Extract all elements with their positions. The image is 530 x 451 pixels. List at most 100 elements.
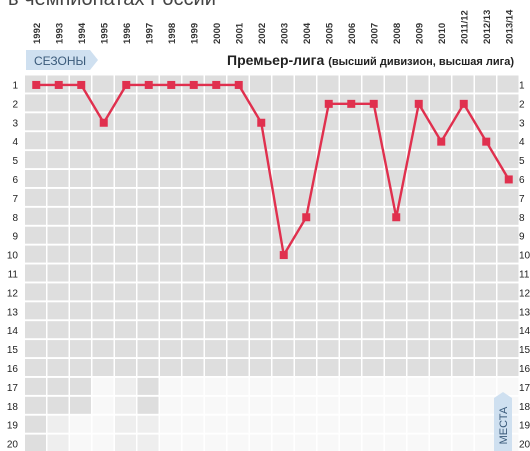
grid-cell — [362, 151, 384, 169]
grid-cell — [227, 94, 249, 112]
y-tick-label-right: 10 — [519, 251, 530, 262]
grid-cell — [70, 188, 91, 206]
grid-cell — [227, 132, 249, 150]
grid-cell — [205, 132, 226, 150]
grid-cell — [362, 415, 384, 433]
grid-cell — [272, 302, 294, 320]
grid-cell — [497, 359, 519, 376]
grid-cell — [452, 170, 474, 187]
y-tick-label-left: 7 — [12, 194, 18, 205]
grid-cell — [272, 226, 294, 244]
grid-cell — [250, 75, 271, 93]
data-point — [504, 175, 513, 184]
grid-cell — [430, 396, 451, 414]
grid-cell — [272, 321, 294, 339]
grid-cell — [182, 170, 204, 187]
grid-cell — [362, 226, 384, 244]
grid-cell — [182, 283, 204, 301]
y-tick-label-left: 14 — [7, 326, 19, 337]
grid-cell — [295, 188, 316, 206]
grid-cell — [205, 359, 226, 376]
grid-cell — [272, 340, 294, 358]
y-tick-label-right: 6 — [519, 175, 525, 186]
grid-cell — [452, 151, 474, 169]
grid-cell — [475, 75, 496, 93]
data-point — [302, 213, 311, 222]
grid-cell — [317, 170, 339, 187]
grid-cell — [362, 188, 384, 206]
x-tick-label: 1995 — [99, 22, 110, 44]
grid-cell — [137, 113, 159, 131]
grid-cell — [47, 188, 69, 206]
grid-cell — [70, 321, 91, 339]
grid-cell — [182, 321, 204, 339]
grid-cell — [497, 283, 519, 301]
grid-cell — [317, 75, 339, 93]
grid-cell — [497, 340, 519, 358]
grid-cell — [407, 302, 429, 320]
grid-cell — [25, 321, 46, 339]
grid-cell — [272, 283, 294, 301]
data-point — [122, 80, 131, 89]
grid-cell — [227, 113, 249, 131]
grid-cell — [115, 283, 136, 301]
grid-cell — [430, 207, 451, 225]
grid-cell — [452, 283, 474, 301]
grid-cell — [115, 226, 136, 244]
seasons-label: СЕЗОНЫ — [34, 54, 86, 68]
grid-cell — [272, 132, 294, 150]
grid-cell — [250, 340, 271, 358]
grid-cell — [92, 264, 114, 282]
grid-cell — [25, 434, 46, 451]
grid-cell — [475, 264, 496, 282]
y-tick-label-left: 2 — [12, 99, 18, 110]
grid-cell — [452, 113, 474, 131]
grid-cell — [362, 377, 384, 395]
grid-cell — [407, 340, 429, 358]
seasons-tab: СЕЗОНЫ — [26, 50, 98, 70]
grid-cell — [182, 207, 204, 225]
grid-cell — [452, 340, 474, 358]
grid-cell — [272, 75, 294, 93]
grid-cell — [47, 415, 69, 433]
y-tick-label-left: 6 — [12, 175, 18, 186]
grid-cell — [205, 170, 226, 187]
grid-cell — [47, 207, 69, 225]
y-tick-label-left: 18 — [7, 402, 19, 413]
grid-cell — [47, 359, 69, 376]
grid-cell — [227, 245, 249, 263]
grid-cell — [250, 377, 271, 395]
grid-cell — [250, 415, 271, 433]
grid-cell — [475, 151, 496, 169]
grid-cell — [317, 151, 339, 169]
grid-cell — [250, 132, 271, 150]
grid-cell — [137, 170, 159, 187]
grid-cell — [362, 207, 384, 225]
grid-cell — [182, 434, 204, 451]
grid-cell — [385, 113, 406, 131]
grid-cell — [430, 283, 451, 301]
grid-cell — [227, 415, 249, 433]
grid-cell — [430, 75, 451, 93]
grid-cell — [407, 170, 429, 187]
grid-cell — [385, 226, 406, 244]
grid-cell — [47, 226, 69, 244]
grid-cell — [385, 434, 406, 451]
grid-cell — [205, 415, 226, 433]
grid-cell — [70, 170, 91, 187]
grid-cell — [70, 226, 91, 244]
grid-cell — [115, 245, 136, 263]
y-tick-label-left: 11 — [8, 269, 19, 280]
grid-cell — [430, 377, 451, 395]
grid-cell — [25, 94, 46, 112]
data-point — [324, 99, 333, 108]
data-point — [437, 137, 446, 146]
grid-cell — [115, 321, 136, 339]
grid-cell — [430, 359, 451, 376]
y-tick-label-right: 13 — [519, 307, 530, 318]
grid-cell — [475, 415, 496, 433]
x-tick-label: 1992 — [32, 23, 43, 44]
grid-cell — [25, 245, 46, 263]
grid-cell — [340, 170, 361, 187]
grid-cell — [317, 188, 339, 206]
